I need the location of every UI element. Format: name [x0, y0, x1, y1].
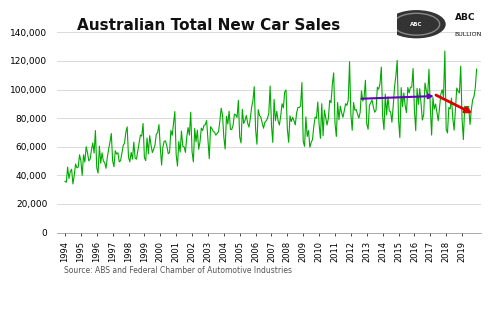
Text: Source: ABS and Federal Chamber of Automotive Industries: Source: ABS and Federal Chamber of Autom…: [64, 266, 293, 276]
Text: BULLION: BULLION: [455, 32, 482, 37]
Circle shape: [388, 11, 445, 38]
Text: ABC: ABC: [455, 14, 475, 22]
Text: ABC: ABC: [410, 22, 423, 27]
Text: Australian Total New Car Sales: Australian Total New Car Sales: [77, 18, 340, 33]
